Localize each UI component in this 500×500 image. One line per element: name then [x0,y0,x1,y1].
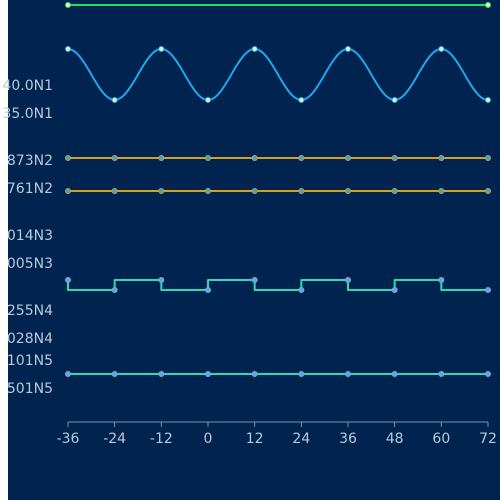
data-point [111,187,118,194]
y-tick-label: 101N5 [7,353,53,369]
data-point [344,187,351,194]
data-point [65,370,72,377]
x-tick-label: 36 [339,431,357,447]
data-point [65,276,72,283]
x-tick-label: 72 [479,431,497,447]
y-tick-label: 028N4 [7,331,53,347]
data-point [391,97,398,104]
data-point [204,97,211,104]
y-tick-label: 761N2 [7,181,53,197]
data-point [391,187,398,194]
data-point [65,2,72,8]
data-point [298,370,305,377]
data-point [204,187,211,194]
data-point [204,154,211,161]
data-point [391,370,398,377]
data-point [65,187,72,194]
data-point [204,286,211,293]
data-point [484,97,491,104]
x-tick-label: -12 [150,431,173,447]
data-point [344,46,351,53]
data-point [484,2,491,8]
series-line-1 [67,48,489,101]
data-point [111,154,118,161]
y-tick-label: 501N5 [7,381,53,397]
data-point [251,154,258,161]
data-point [158,46,165,53]
x-tick-label: 0 [204,431,213,447]
x-tick-label: -36 [57,431,80,447]
data-point [391,154,398,161]
data-point [298,187,305,194]
data-point [438,46,445,53]
x-tick-label: 12 [246,431,264,447]
data-point [158,370,165,377]
series-line-4 [67,279,488,291]
data-point [158,276,165,283]
y-tick-label: 014N3 [7,228,53,244]
data-point [111,286,118,293]
data-point [484,286,491,293]
chart-panel [8,0,500,500]
x-tick-label: 24 [292,431,310,447]
data-point [484,187,491,194]
data-point [298,286,305,293]
data-point [65,154,72,161]
data-point [65,46,72,53]
data-point [484,370,491,377]
x-tick-label: 60 [432,431,450,447]
data-point [298,97,305,104]
data-point [111,97,118,104]
data-point [484,154,491,161]
data-point [438,276,445,283]
y-tick-label: 005N3 [7,256,53,272]
data-point [298,154,305,161]
y-tick-label: 40.0N1 [2,78,53,94]
y-tick-label: 255N4 [7,303,53,319]
x-tick-label: 48 [386,431,404,447]
y-tick-label: 35.0N1 [2,106,53,122]
data-point [438,187,445,194]
data-point [391,286,398,293]
data-point [438,370,445,377]
data-point [204,370,211,377]
data-point [344,370,351,377]
data-point [251,276,258,283]
data-point [251,46,258,53]
data-point [251,370,258,377]
data-point [158,154,165,161]
data-point [438,154,445,161]
data-point [251,187,258,194]
data-point [111,370,118,377]
data-point [158,187,165,194]
data-point [344,276,351,283]
y-tick-label: 873N2 [7,153,53,169]
x-tick-label: -24 [103,431,126,447]
data-point [344,154,351,161]
